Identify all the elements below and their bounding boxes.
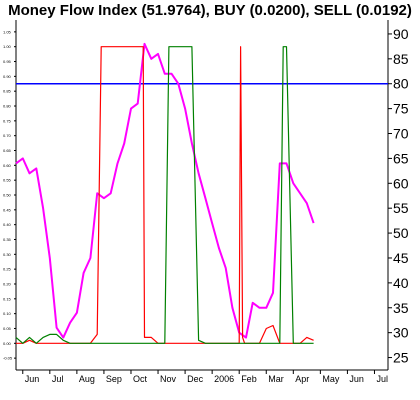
x-tick-label: Aug	[79, 374, 95, 384]
left-tick-label: 0.50	[3, 193, 12, 198]
left-tick-label: 0.80	[3, 104, 12, 109]
left-tick-label: 0.10	[3, 311, 12, 316]
left-tick-label: 0.35	[3, 237, 12, 242]
x-tick-label: Dec	[187, 374, 204, 384]
left-tick-label: 0.65	[3, 148, 12, 153]
right-tick-label: 65	[393, 150, 409, 166]
left-tick-label: 0.95	[3, 59, 12, 64]
left-tick-label: 0.20	[3, 281, 12, 286]
left-tick-label: 0.75	[3, 118, 12, 123]
left-tick-label: 0.70	[3, 133, 12, 138]
right-tick-label: 90	[393, 26, 409, 42]
left-axis-ticks: -0.05 0.00 0.05 0.10 0.15 0.20 0.25 0.30 0.35 0.4…	[3, 29, 16, 361]
mfi-line	[15, 42, 315, 339]
x-tick-label: May	[322, 374, 340, 384]
x-tick-label: Nov	[160, 374, 177, 384]
x-tick-label: Apr	[295, 374, 309, 384]
right-tick-label: 45	[393, 250, 409, 266]
x-tick-label: Jul	[376, 374, 388, 384]
buy-signal-line	[15, 46, 314, 344]
right-tick-label: 40	[393, 275, 409, 291]
right-tick-label: 50	[393, 225, 409, 241]
chart-title: Money Flow Index (51.9764), BUY (0.0200)…	[8, 2, 412, 19]
left-tick-label: 0.60	[3, 163, 12, 168]
right-tick-label: 35	[393, 300, 409, 316]
x-tick-label: Mar	[268, 374, 284, 384]
left-tick-label: 0.40	[3, 222, 12, 227]
right-tick-label: 60	[393, 175, 409, 191]
x-tick-label: Oct	[133, 374, 148, 384]
left-tick-label: -0.05	[3, 356, 13, 361]
right-axis-ticks: 25 30 35 40 45 50 55 60 65 70 75 80 85 90	[388, 26, 409, 366]
right-tick-label: 70	[393, 126, 409, 142]
left-tick-label: 0.30	[3, 252, 12, 257]
left-tick-label: 0.90	[3, 74, 12, 79]
sell-signal-line	[16, 46, 314, 344]
right-tick-label: 25	[393, 350, 409, 366]
right-tick-label: 80	[393, 76, 409, 92]
left-tick-label: 0.85	[3, 89, 12, 94]
x-tick-label: Jun	[25, 374, 40, 384]
right-tick-label: 75	[393, 101, 409, 117]
left-tick-label: 0.15	[3, 296, 12, 301]
right-tick-label: 85	[393, 51, 409, 67]
left-tick-label: 0.25	[3, 267, 12, 272]
right-tick-label: 30	[393, 325, 409, 341]
x-tick-label: 2006	[214, 374, 234, 384]
left-tick-label: 0.05	[3, 326, 12, 331]
x-tick-label: Sep	[106, 374, 122, 384]
left-tick-label: 0.45	[3, 207, 12, 212]
left-tick-label: 1.05	[3, 29, 12, 34]
right-tick-label: 55	[393, 200, 409, 216]
left-tick-label: 0.00	[3, 341, 12, 346]
left-tick-label: 0.55	[3, 178, 12, 183]
x-tick-label: Feb	[241, 374, 257, 384]
series-layer	[15, 42, 315, 344]
x-axis-ticks: Jun Jul Aug Sep Oct Nov Dec 2006 Feb Mar Apr May Jun…	[22, 370, 388, 384]
x-tick-label: Jul	[52, 374, 64, 384]
left-tick-label: 1.00	[3, 44, 12, 49]
x-tick-label: Jun	[349, 374, 364, 384]
